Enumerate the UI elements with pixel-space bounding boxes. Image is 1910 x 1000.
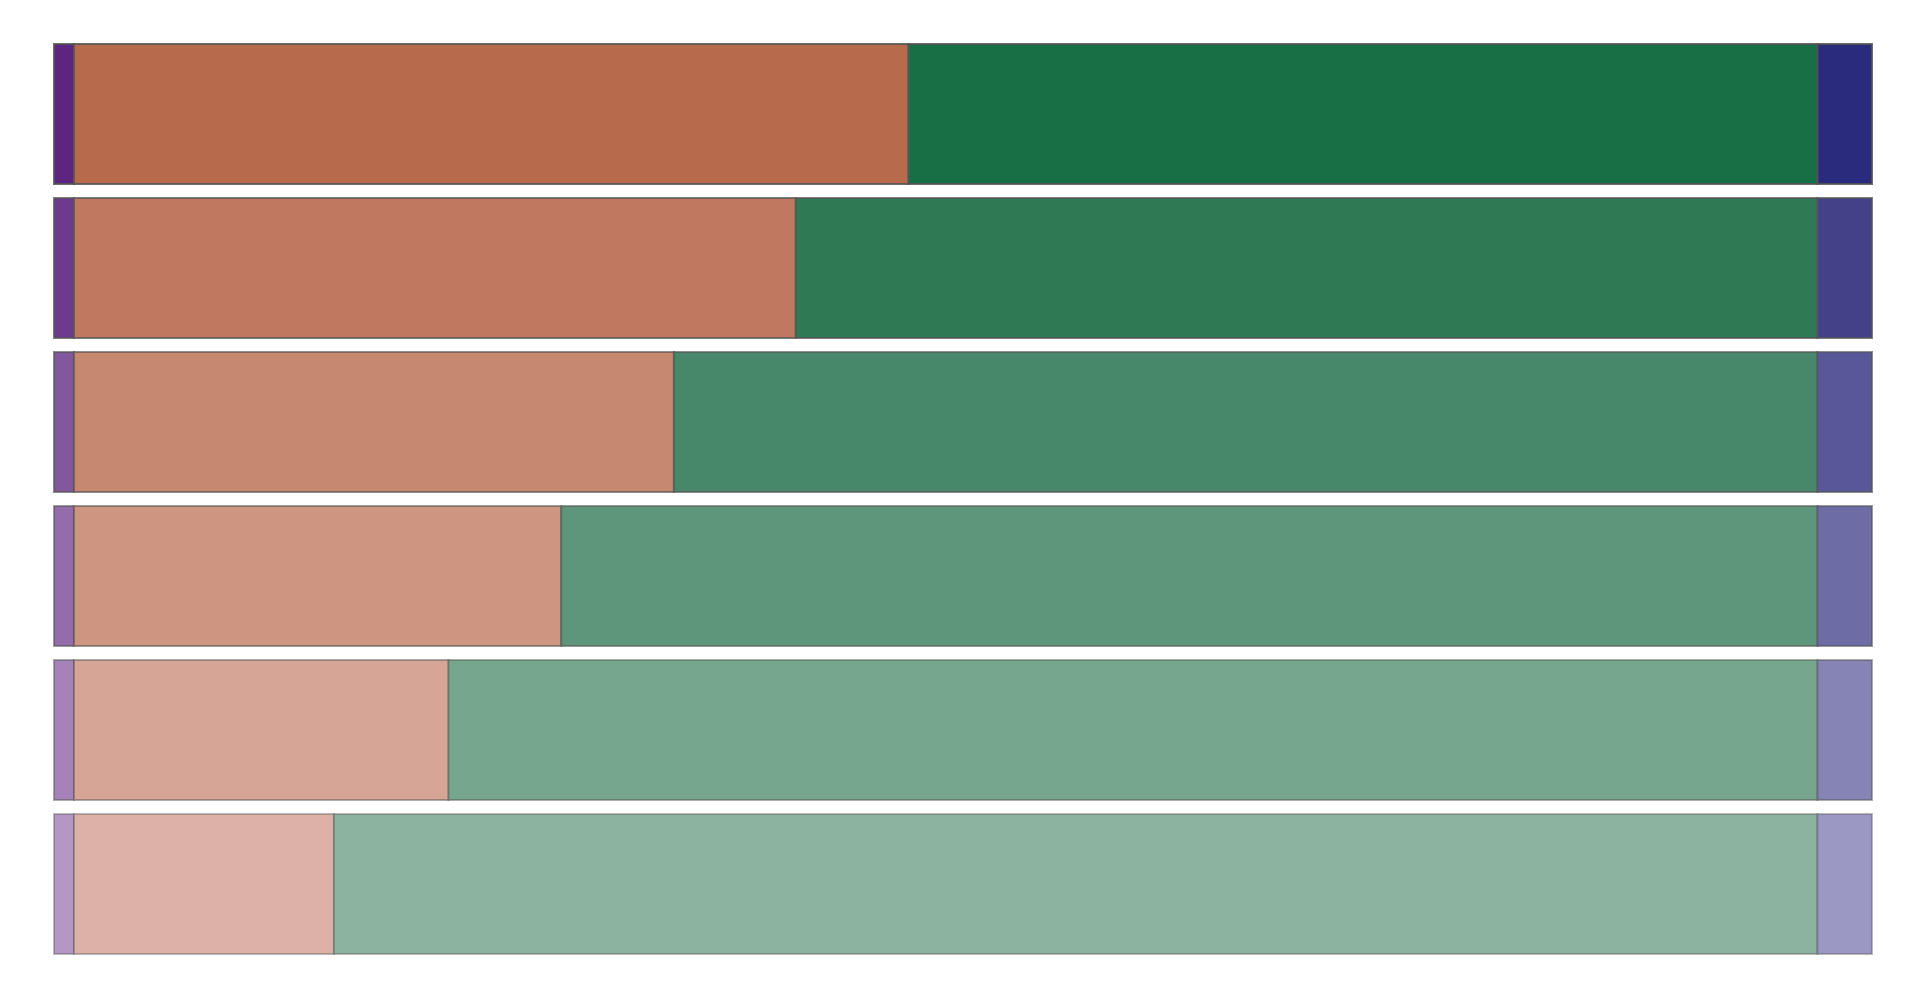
bar-segment [1816,197,1873,339]
bar-segment [1816,505,1873,647]
bar-segment [72,659,450,801]
bar-segment [72,505,563,647]
bar-segment [72,43,910,185]
bar-segment [53,659,75,801]
bar-segment [672,351,1819,493]
bar-segment [72,197,797,339]
bar-segment [53,351,75,493]
bar-segment [53,43,75,185]
bar-segment [332,813,1819,955]
bar-segment [53,197,75,339]
bar-segment [1816,43,1873,185]
bar-segment [1816,659,1873,801]
bar-segment [447,659,1819,801]
bar-segment [53,505,75,647]
bar-segment [72,351,675,493]
bar-segment [1816,351,1873,493]
bar-segment [53,813,75,955]
bar-segment [560,505,1819,647]
bar-segment [72,813,335,955]
bar-segment [907,43,1819,185]
bar-segment [794,197,1819,339]
bar-segment [1816,813,1873,955]
